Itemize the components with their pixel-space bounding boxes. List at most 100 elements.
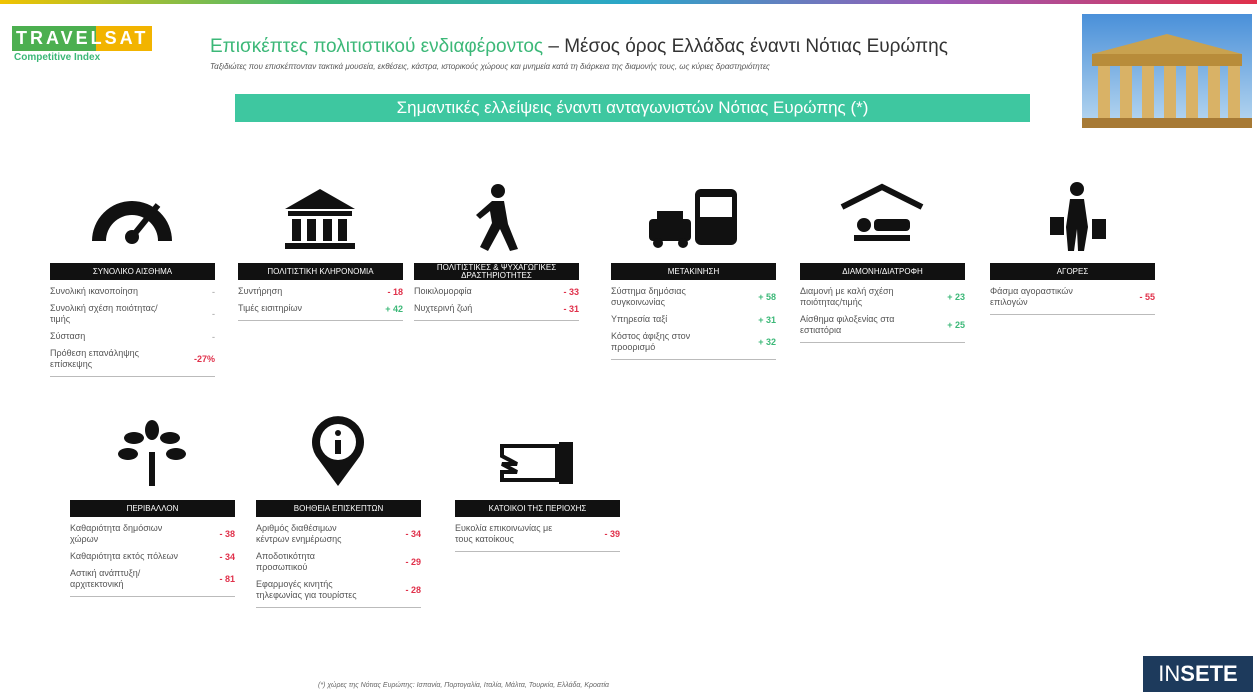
panel-title: ΠΟΛΙΤΙΣΤΙΚΗ ΚΛΗΡΟΝΟΜΙΑ	[238, 263, 403, 280]
photo	[1082, 14, 1252, 128]
separator	[455, 551, 620, 552]
item-label: Συνολική σχέση ποιότητας/τιμής	[50, 303, 158, 324]
item: Αστική ανάπτυξη/αρχιτεκτονική - 81	[70, 568, 235, 590]
footnote: (*) χώρες της Νότιας Ευρώπης: Ισπανία, Π…	[318, 682, 610, 689]
item: Εφαρμογές κινητής τηλεφωνίας για τουρίστ…	[256, 579, 421, 601]
icon	[285, 189, 355, 249]
separator	[990, 314, 1155, 315]
item: Κόστος άφιξης στον προορισμό + 32	[611, 331, 776, 353]
panel-title: ΑΓΟΡΕΣ	[990, 263, 1155, 280]
item: Καθαριότητα εκτός πόλεων - 34	[70, 551, 235, 562]
item-value: - 28	[405, 585, 421, 595]
separator	[800, 342, 965, 343]
panel: ΠΟΛΙΤΙΣΤΙΚΕΣ & ΨΥΧΑΓΩΓΙΚΕΣ ΔΡΑΣΤΗΡΙΟΤΗΤΕ…	[414, 184, 579, 321]
item: Σύσταση -	[50, 331, 215, 342]
separator	[70, 596, 235, 597]
panel-title: ΠΕΡΙΒΑΛΛΟΝ	[70, 500, 235, 517]
panel: ΜΕΤΑΚΙΝΗΣΗ Σύστημα δημόσιας συγκοινωνίας +…	[611, 189, 776, 360]
title-dark: – Μέσος όρος Ελλάδας έναντι Νότιας Ευρώπ…	[548, 36, 948, 57]
separator	[50, 376, 215, 377]
item-value: - 18	[387, 286, 403, 297]
item-label: Διαμονή με καλή σχέση ποιότητας/τιμής	[800, 286, 894, 307]
item-value: + 31	[758, 314, 776, 325]
item-value: -	[212, 331, 215, 342]
separator	[414, 320, 579, 321]
subtitle: Ταξιδιώτες που επισκέπτονταν τακτικά μου…	[210, 62, 770, 71]
item: Συντήρηση - 18	[238, 286, 403, 297]
item-value: + 32	[758, 337, 776, 347]
item: Σύστημα δημόσιας συγκοινωνίας + 58	[611, 286, 776, 308]
item-label: Καθαριότητα εκτός πόλεων	[70, 551, 178, 561]
item: Ποικιλομορφία - 33	[414, 286, 579, 297]
item-value: -	[212, 309, 215, 319]
item-value: -27%	[193, 354, 215, 364]
item-label: Σύστημα δημόσιας συγκοινωνίας	[611, 286, 686, 307]
item-value: + 42	[385, 303, 403, 314]
icon	[649, 189, 737, 248]
item: Πρόθεση επανάληψης επίσκεψης -27%	[50, 348, 215, 370]
item-label: Τιμές εισιτηρίων	[238, 303, 302, 313]
item-value: - 34	[219, 551, 235, 562]
panel: ΑΓΟΡΕΣ Φάσμα αγοραστικών επιλογών - 55	[990, 182, 1155, 315]
item-label: Ποικιλομορφία	[414, 286, 472, 296]
item-value: + 23	[947, 292, 965, 302]
icon	[312, 416, 364, 486]
title-green: Επισκέπτες πολιτιστικού ενδιαφέροντος	[210, 36, 544, 57]
banner: Σημαντικές ελλείψεις έναντι ανταγωνιστών…	[235, 94, 1030, 122]
item-value: + 25	[947, 320, 965, 330]
brand-a: IN	[1158, 661, 1181, 686]
panel: ΠΕΡΙΒΑΛΛΟΝ Καθαριότητα δημόσιων χώρων - 38…	[70, 420, 235, 597]
separator	[611, 359, 776, 360]
item-label: Υπηρεσία ταξί	[611, 314, 668, 324]
logo: TRAVELSAT	[12, 26, 153, 51]
panel: ΔΙΑΜΟΝΗ/ΔΙΑΤΡΟΦΗ Διαμονή με καλή σχέση πο…	[800, 183, 965, 343]
logo-sub: Competitive Index	[14, 52, 101, 63]
item: Αριθμός διαθέσιμων κέντρων ενημέρωσης - 3…	[256, 523, 421, 545]
item: Αίσθημα φιλοξενίας στα εστιατόρια + 25	[800, 314, 965, 336]
item: Νυχτερινή ζωή - 31	[414, 303, 579, 314]
brand: IN SETE	[1143, 656, 1253, 692]
item: Φάσμα αγοραστικών επιλογών - 55	[990, 286, 1155, 308]
item-label: Φάσμα αγοραστικών επιλογών	[990, 286, 1073, 307]
item-label: Κόστος άφιξης στον προορισμό	[611, 331, 691, 352]
panel: ΒΟΗΘΕΙΑ ΕΠΙΣΚΕΠΤΩΝ Αριθμός διαθέσιμων κέν…	[256, 416, 421, 608]
panel: ΣΥΝΟΛΙΚΟ ΑΙΣΘΗΜΑ Συνολική ικανοποίηση - Συν…	[50, 201, 215, 377]
item-value: - 31	[563, 303, 579, 314]
icon	[92, 201, 172, 244]
icon	[118, 420, 186, 486]
item-label: Αίσθημα φιλοξενίας στα εστιατόρια	[800, 314, 895, 335]
icon	[500, 442, 573, 484]
item: Καθαριότητα δημόσιων χώρων - 38	[70, 523, 235, 545]
panel-title: ΠΟΛΙΤΙΣΤΙΚΕΣ & ΨΥΧΑΓΩΓΙΚΕΣ ΔΡΑΣΤΗΡΙΟΤΗΤΕ…	[414, 263, 579, 280]
panel-title: ΜΕΤΑΚΙΝΗΣΗ	[611, 263, 776, 280]
item-value: - 33	[563, 286, 579, 297]
item: Υπηρεσία ταξί + 31	[611, 314, 776, 325]
panel-title: ΣΥΝΟΛΙΚΟ ΑΙΣΘΗΜΑ	[50, 263, 215, 280]
icon	[840, 183, 924, 241]
item-label: Εφαρμογές κινητής τηλεφωνίας για τουρίστ…	[256, 579, 357, 600]
item-value: - 55	[1139, 292, 1155, 302]
item-value: - 81	[219, 574, 235, 584]
item-label: Ευκολία επικοινωνίας με τους κατοίκους	[455, 523, 553, 544]
item: Συνολική σχέση ποιότητας/τιμής -	[50, 303, 215, 325]
panel-title: ΔΙΑΜΟΝΗ/ΔΙΑΤΡΟΦΗ	[800, 263, 965, 280]
item-value: - 29	[405, 557, 421, 567]
item: Τιμές εισιτηρίων + 42	[238, 303, 403, 314]
separator	[238, 320, 403, 321]
item-value: - 39	[604, 529, 620, 539]
item-label: Καθαριότητα δημόσιων χώρων	[70, 523, 163, 544]
item-label: Συνολική ικανοποίηση	[50, 286, 138, 296]
item-label: Αστική ανάπτυξη/αρχιτεκτονική	[70, 568, 141, 589]
top-strip	[0, 0, 1257, 4]
item-label: Πρόθεση επανάληψης επίσκεψης	[50, 348, 139, 369]
item: Αποδοτικότητα προσωπικού - 29	[256, 551, 421, 573]
panel-title: ΚΑΤΟΙΚΟΙ ΤΗΣ ΠΕΡΙΟΧΗΣ	[455, 500, 620, 517]
item-label: Αριθμός διαθέσιμων κέντρων ενημέρωσης	[256, 523, 342, 544]
item-value: + 58	[758, 292, 776, 302]
separator	[256, 607, 421, 608]
item-value: -	[212, 286, 215, 297]
item-label: Σύσταση	[50, 331, 86, 341]
icon	[1050, 182, 1106, 251]
item: Ευκολία επικοινωνίας με τους κατοίκους - …	[455, 523, 620, 545]
